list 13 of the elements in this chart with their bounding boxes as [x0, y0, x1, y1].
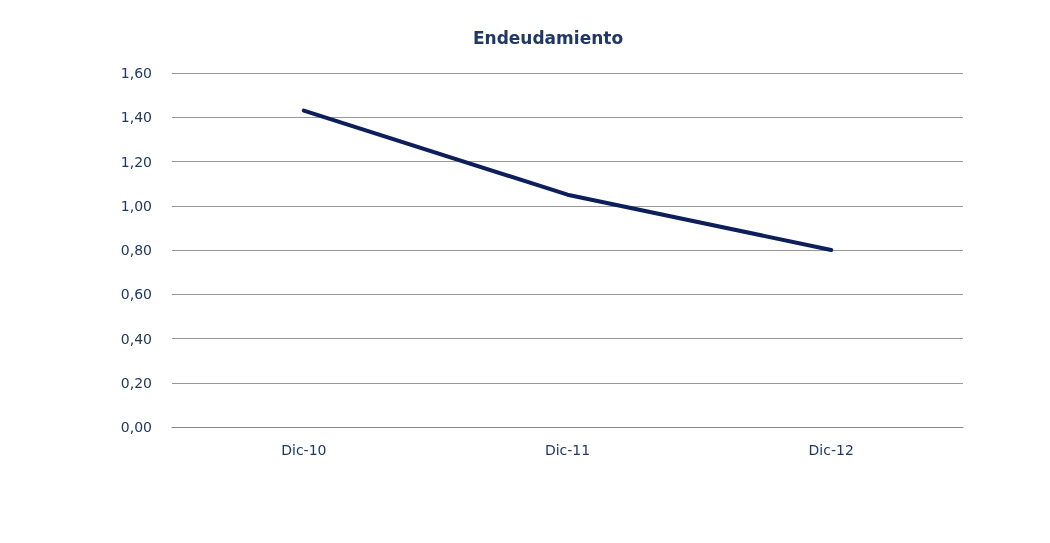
y-tick-label: 0,00: [120, 419, 152, 435]
y-tick-label: 0,20: [120, 374, 152, 391]
y-tick-label: 1,00: [120, 197, 152, 214]
x-tick-label: Dic-11: [544, 442, 591, 458]
y-tick-label: 0,40: [120, 330, 152, 347]
y-tick-label: 0,80: [120, 242, 152, 258]
y-tick-label: 1,20: [120, 153, 152, 170]
y-tick-label: 1,60: [120, 65, 152, 81]
x-tick-label: Dic-10: [281, 442, 327, 458]
chart-title: Endeudamiento: [472, 27, 624, 48]
y-tick-label: 1,40: [120, 109, 152, 126]
x-tick-label: Dic-12: [808, 442, 854, 458]
y-tick-label: 0,60: [120, 286, 152, 303]
